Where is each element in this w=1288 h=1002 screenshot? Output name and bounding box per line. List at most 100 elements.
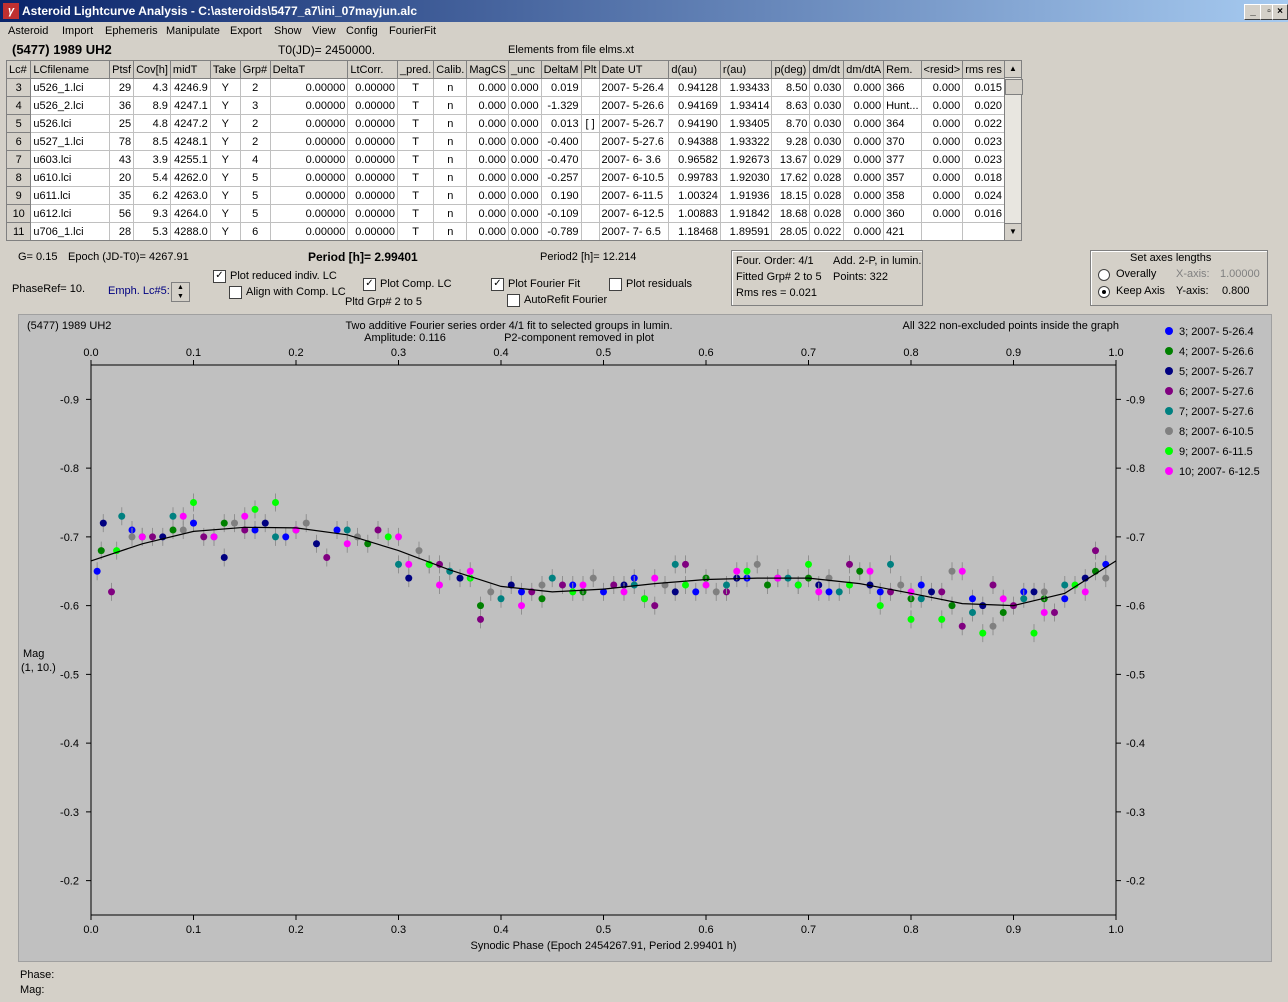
table-cell[interactable]: 2007- 5-26.4 [599, 78, 670, 97]
table-cell[interactable]: 0.00000 [347, 186, 399, 205]
table-cell[interactable]: 2 [240, 132, 271, 151]
table-cell[interactable]: 18.15 [771, 186, 811, 205]
table-cell[interactable]: Y [210, 222, 241, 240]
table-cell[interactable]: [ ] [581, 114, 600, 133]
table-cell[interactable]: 28.05 [771, 222, 811, 240]
table-cell[interactable]: T [397, 114, 435, 133]
table-cell[interactable]: 0.030 [809, 78, 845, 97]
lightcurve-plot-panel[interactable]: (5477) 1989 UH2 Two additive Fourier seri… [18, 314, 1272, 962]
table-cell[interactable]: 0.00000 [270, 114, 349, 133]
table-cell[interactable]: 0.00000 [347, 168, 399, 187]
table-cell[interactable]: 2007- 5-26.6 [599, 96, 670, 115]
table-cell[interactable]: Y [210, 168, 241, 187]
table-cell[interactable] [581, 78, 600, 97]
table-cell[interactable]: Y [210, 186, 241, 205]
table-cell[interactable]: 0.000 [466, 114, 510, 133]
table-cell[interactable]: 0.030 [809, 132, 845, 151]
table-cell[interactable] [581, 204, 600, 223]
col-header[interactable]: rms res [962, 61, 1005, 79]
lightcurve-chart[interactable]: (5477) 1989 UH2 Two additive Fourier seri… [19, 315, 1271, 961]
table-cell[interactable]: T [397, 96, 435, 115]
table-cell[interactable]: 8.5 [133, 132, 171, 151]
table-cell[interactable]: 5.3 [133, 222, 171, 240]
table-cell[interactable]: 9.3 [133, 204, 171, 223]
menu-view[interactable]: View [312, 25, 336, 37]
table-cell[interactable]: 4.8 [133, 114, 171, 133]
table-cell[interactable]: 25 [109, 114, 135, 133]
table-cell[interactable]: 0.000 [843, 222, 885, 240]
table-cell[interactable]: T [397, 204, 435, 223]
row-header[interactable]: 5 [7, 114, 32, 133]
table-cell[interactable]: 377 [883, 150, 922, 169]
table-cell[interactable]: 0.000 [921, 168, 964, 187]
row-header[interactable]: 8 [7, 168, 32, 187]
table-cell[interactable]: T [397, 150, 435, 169]
table-cell[interactable]: 0.000 [466, 222, 510, 240]
table-cell[interactable]: 0.00000 [347, 78, 399, 97]
table-cell[interactable]: 9.28 [771, 132, 811, 151]
table-cell[interactable]: 2 [240, 114, 271, 133]
menu-export[interactable]: Export [230, 25, 262, 37]
keep-axis-radio[interactable] [1098, 286, 1110, 298]
table-cell[interactable]: T [397, 78, 435, 97]
table-cell[interactable]: n [433, 222, 468, 240]
table-cell[interactable]: 6.2 [133, 186, 171, 205]
table-cell[interactable]: Y [210, 114, 241, 133]
table-cell[interactable] [581, 222, 600, 240]
table-cell[interactable]: 1.18468 [668, 222, 721, 240]
table-cell[interactable]: 0.028 [809, 186, 845, 205]
table-cell[interactable]: 0.00000 [270, 96, 349, 115]
table-cell[interactable]: 0.000 [508, 150, 542, 169]
table-cell[interactable]: u526_1.lci [30, 78, 111, 97]
table-cell[interactable]: n [433, 78, 468, 97]
table-cell[interactable]: 0.94169 [668, 96, 721, 115]
plot-comp-checkbox[interactable]: ✓ [363, 278, 376, 291]
table-cell[interactable]: 0.000 [921, 114, 964, 133]
table-cell[interactable]: u610.lci [30, 168, 111, 187]
table-cell[interactable]: 56 [109, 204, 135, 223]
table-cell[interactable]: u526_2.lci [30, 96, 111, 115]
table-cell[interactable]: 0.020 [962, 96, 1005, 115]
table-cell[interactable]: 0.000 [843, 132, 885, 151]
table-cell[interactable]: 4 [240, 150, 271, 169]
table-cell[interactable]: 0.028 [809, 168, 845, 187]
table-cell[interactable]: 2 [240, 78, 271, 97]
table-cell[interactable]: 0.022 [809, 222, 845, 240]
col-header[interactable]: <resid> [921, 61, 964, 79]
row-header[interactable]: 9 [7, 186, 32, 205]
table-cell[interactable]: 0.015 [962, 78, 1005, 97]
col-header[interactable]: Date UT [599, 61, 670, 79]
col-header[interactable]: d(au) [668, 61, 721, 79]
emph-label[interactable]: Emph. Lc#5: [108, 285, 170, 297]
table-cell[interactable]: 0.000 [508, 186, 542, 205]
table-cell[interactable]: Y [210, 204, 241, 223]
table-cell[interactable]: 0.019 [541, 78, 582, 97]
table-cell[interactable]: 5 [240, 186, 271, 205]
table-cell[interactable]: 1.00883 [668, 204, 721, 223]
table-cell[interactable]: 3 [240, 96, 271, 115]
col-header[interactable]: Ptsf [109, 61, 135, 79]
overally-radio[interactable] [1098, 269, 1110, 281]
table-cell[interactable]: 0.00000 [270, 222, 349, 240]
table-cell[interactable]: -0.789 [541, 222, 582, 240]
table-cell[interactable]: 0.00000 [347, 132, 399, 151]
table-cell[interactable]: 0.000 [466, 186, 510, 205]
table-cell[interactable]: 1.93414 [720, 96, 773, 115]
table-cell[interactable]: 358 [883, 186, 922, 205]
table-cell[interactable]: 1.93433 [720, 78, 773, 97]
row-header[interactable]: 11 [7, 222, 32, 240]
col-header[interactable]: Lc# [7, 61, 32, 79]
table-cell[interactable]: 36 [109, 96, 135, 115]
table-cell[interactable]: 4246.9 [170, 78, 211, 97]
table-cell[interactable] [581, 150, 600, 169]
row-header[interactable]: 3 [7, 78, 32, 97]
table-cell[interactable]: 0.190 [541, 186, 582, 205]
table-cell[interactable]: 8.50 [771, 78, 811, 97]
col-header[interactable]: Rem. [883, 61, 922, 79]
table-cell[interactable]: 1.00324 [668, 186, 721, 205]
table-cell[interactable]: 5.4 [133, 168, 171, 187]
table-cell[interactable]: 2007- 7- 6.5 [599, 222, 670, 240]
table-cell[interactable]: 4255.1 [170, 150, 211, 169]
